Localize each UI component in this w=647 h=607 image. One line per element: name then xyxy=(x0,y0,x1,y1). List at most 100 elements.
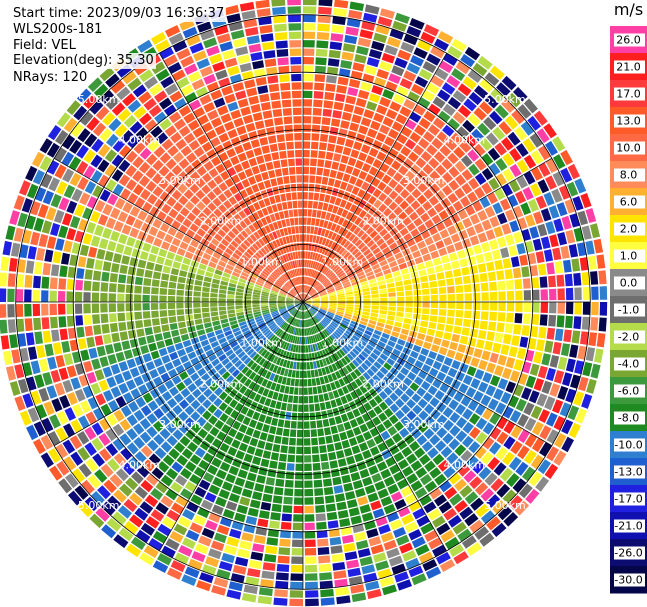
velocity-gate xyxy=(174,442,186,453)
velocity-gate xyxy=(211,358,220,367)
velocity-gate xyxy=(176,283,185,290)
velocity-gate xyxy=(112,511,127,526)
velocity-gate xyxy=(237,469,248,479)
velocity-gate xyxy=(182,218,192,228)
velocity-gate xyxy=(280,321,287,329)
velocity-gate xyxy=(262,289,270,293)
velocity-gate xyxy=(294,302,302,304)
velocity-gate xyxy=(275,478,285,487)
velocity-gate xyxy=(509,179,521,193)
velocity-gate xyxy=(400,189,410,199)
velocity-gate xyxy=(318,6,332,15)
velocity-gate xyxy=(303,293,306,301)
velocity-gate xyxy=(329,169,337,179)
velocity-gate xyxy=(414,360,424,369)
velocity-gate xyxy=(72,403,84,418)
velocity-gate xyxy=(337,236,344,244)
velocity-gate xyxy=(399,106,412,118)
velocity-gate xyxy=(464,46,480,61)
velocity-gate xyxy=(35,247,46,261)
velocity-gate xyxy=(64,407,76,421)
velocity-gate xyxy=(269,399,277,409)
velocity-gate xyxy=(249,499,261,509)
velocity-gate xyxy=(237,548,250,559)
range-ring-label: 1.00km xyxy=(240,337,282,350)
velocity-gate xyxy=(159,191,170,202)
velocity-gate xyxy=(368,398,378,408)
velocity-gate xyxy=(83,94,98,109)
velocity-gate xyxy=(316,210,322,218)
velocity-gate xyxy=(281,322,288,330)
velocity-gate xyxy=(397,302,405,307)
velocity-gate xyxy=(30,231,41,246)
velocity-gate xyxy=(377,442,388,452)
velocity-gate xyxy=(37,204,49,219)
velocity-gate xyxy=(370,286,378,291)
velocity-gate xyxy=(428,157,440,169)
velocity-gate xyxy=(261,145,270,154)
velocity-gate xyxy=(519,336,529,348)
velocity-gate xyxy=(211,504,224,515)
velocity-gate xyxy=(240,324,248,330)
velocity-gate xyxy=(243,453,253,463)
velocity-gate xyxy=(394,195,404,205)
velocity-gate xyxy=(263,329,271,336)
velocity-gate xyxy=(371,40,385,52)
velocity-gate xyxy=(590,317,599,331)
velocity-gate xyxy=(472,461,486,474)
velocity-gate xyxy=(183,177,194,188)
velocity-gate xyxy=(235,90,247,100)
velocity-gate xyxy=(307,345,311,353)
velocity-gate xyxy=(480,282,489,292)
velocity-gate xyxy=(487,147,501,161)
velocity-gate xyxy=(40,173,53,189)
velocity-gate xyxy=(371,263,380,270)
velocity-gate xyxy=(357,326,365,333)
velocity-gate xyxy=(270,290,279,294)
velocity-gate xyxy=(145,516,160,529)
velocity-gate xyxy=(170,268,180,276)
velocity-gate xyxy=(112,183,124,196)
velocity-gate xyxy=(375,132,387,143)
velocity-gate xyxy=(171,329,180,337)
velocity-gate xyxy=(448,438,460,451)
velocity-gate xyxy=(201,297,209,302)
velocity-gate xyxy=(340,336,347,344)
velocity-gate xyxy=(255,355,263,364)
velocity-gate xyxy=(47,125,62,141)
velocity-gate xyxy=(311,378,317,386)
velocity-gate xyxy=(40,452,54,468)
velocity-gate xyxy=(300,293,303,301)
velocity-gate xyxy=(513,384,524,397)
velocity-gate xyxy=(420,522,434,535)
velocity-gate xyxy=(337,423,345,433)
velocity-gate xyxy=(468,91,483,106)
velocity-gate xyxy=(177,183,188,194)
velocity-gate xyxy=(277,303,285,305)
velocity-gate xyxy=(398,382,409,392)
velocity-gate xyxy=(269,297,277,300)
velocity-gate xyxy=(294,336,298,344)
velocity-gate xyxy=(287,306,295,310)
velocity-gate xyxy=(403,70,417,82)
velocity-gate xyxy=(294,217,299,226)
velocity-gate xyxy=(336,350,343,359)
velocity-gate xyxy=(449,425,461,437)
velocity-gate xyxy=(300,320,302,328)
velocity-gate xyxy=(573,272,582,286)
velocity-gate xyxy=(288,23,301,31)
velocity-gate xyxy=(400,416,411,426)
velocity-gate xyxy=(186,152,197,164)
velocity-gate xyxy=(239,375,248,384)
velocity-gate xyxy=(391,331,400,338)
velocity-gate xyxy=(540,208,552,222)
velocity-gate xyxy=(300,276,302,284)
velocity-gate xyxy=(590,271,599,285)
velocity-gate xyxy=(416,434,428,446)
velocity-gate xyxy=(435,353,445,363)
velocity-gate xyxy=(218,391,228,401)
velocity-gate xyxy=(89,100,104,115)
velocity-gate xyxy=(235,46,249,56)
velocity-gate xyxy=(319,133,329,142)
velocity-gate xyxy=(384,408,394,418)
